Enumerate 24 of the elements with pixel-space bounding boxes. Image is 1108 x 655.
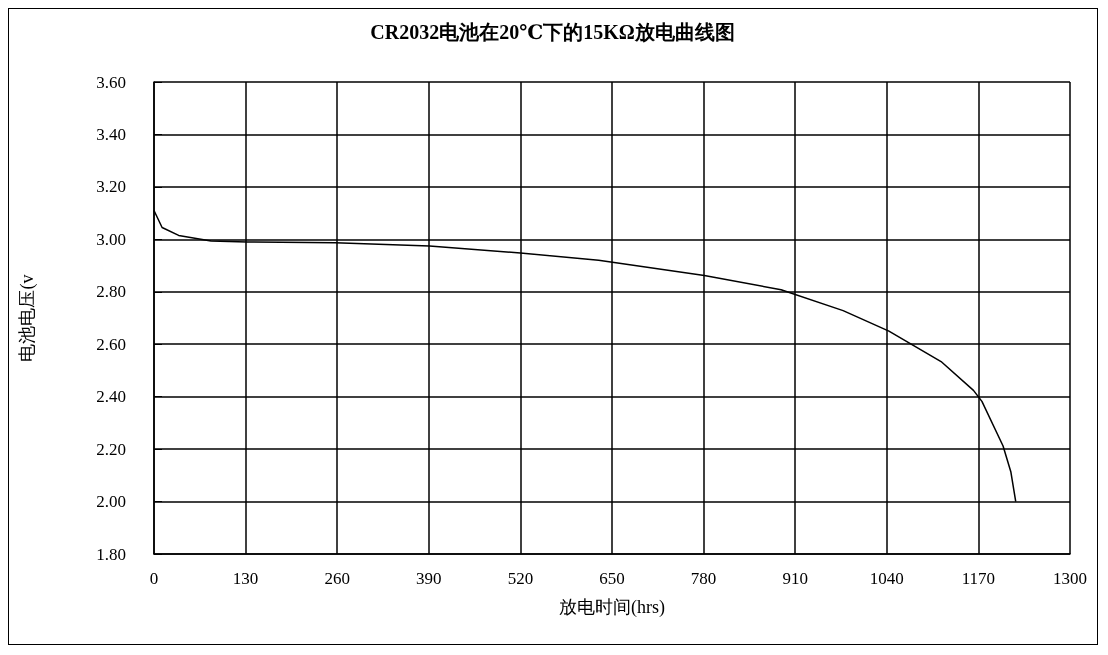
x-tick-label: 1170: [961, 569, 996, 588]
y-tick-label: 2.80: [96, 282, 126, 302]
y-tick-label: 3.20: [96, 177, 126, 197]
y-tick-label: 3.00: [96, 229, 126, 249]
x-axis-title: 放电时间(hrs): [559, 597, 665, 618]
y-tick-label: 2.60: [96, 334, 126, 354]
x-tick-label: 0: [149, 569, 159, 588]
x-tick-label: 650: [599, 569, 625, 588]
y-tick-label: 2.40: [96, 387, 126, 407]
y-tick-label: 3.60: [96, 72, 126, 92]
chart-title: CR2032电池在20℃下的15KΩ放电曲线图: [370, 21, 735, 43]
y-tick-label: 1.80: [96, 544, 126, 564]
x-tick-label: 1040: [869, 569, 904, 588]
y-tick-label: 2.20: [96, 439, 126, 459]
x-tick-label: 780: [690, 569, 717, 588]
x-tick-label: 390: [416, 569, 442, 588]
x-tick-label: 1300: [1053, 569, 1087, 588]
y-tick-label: 2.00: [96, 492, 126, 512]
y-axis-title: 电池电压(v: [17, 274, 38, 362]
y-tick-label: 3.40: [96, 124, 126, 144]
x-tick-label: 520: [507, 569, 534, 588]
x-tick-label: 260: [324, 569, 350, 588]
x-tick-label: 130: [232, 569, 259, 588]
x-tick-label: 910: [782, 569, 808, 588]
